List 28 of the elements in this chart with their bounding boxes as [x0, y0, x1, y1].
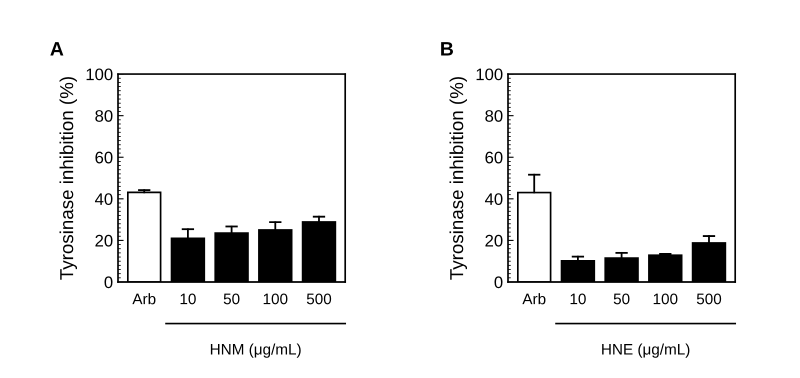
- x-axis-title: HNM (μg/mL): [210, 343, 301, 358]
- x-tick-label: 50: [224, 294, 240, 304]
- y-tick-label: 20: [485, 234, 502, 247]
- chart-title: B: [441, 42, 453, 56]
- x-tick-label: Arb: [132, 293, 156, 304]
- y-axis-title: Tyrosinase inhibition (%): [450, 77, 467, 280]
- x-tick-label: 100: [654, 294, 678, 304]
- x-tick-label: 500: [696, 294, 722, 304]
- y-tick-label: 60: [95, 152, 112, 164]
- y-tick-label: 20: [95, 234, 112, 247]
- x-tick-label: Arb: [522, 293, 546, 304]
- y-tick-label: 0: [494, 276, 502, 288]
- x-tick-label: 10: [570, 294, 586, 304]
- x-tick-label: 10: [180, 294, 196, 304]
- y-axis-title: Tyrosinase inhibition (%): [60, 77, 77, 280]
- x-tick-label: 500: [306, 294, 332, 304]
- y-tick-label: 100: [476, 68, 502, 80]
- y-tick-label: 0: [104, 276, 112, 288]
- y-tick-label: 60: [485, 152, 502, 164]
- y-tick-label: 40: [94, 193, 112, 206]
- y-tick-label: 40: [484, 193, 502, 206]
- y-tick-label: 80: [485, 110, 502, 122]
- x-axis-title: HNE (μg/mL): [602, 343, 690, 358]
- x-tick-label: 100: [264, 294, 288, 304]
- y-tick-label: 80: [95, 110, 112, 122]
- x-tick-label: 50: [614, 294, 630, 304]
- y-tick-label: 100: [86, 68, 112, 80]
- chart-title: A: [50, 42, 64, 56]
